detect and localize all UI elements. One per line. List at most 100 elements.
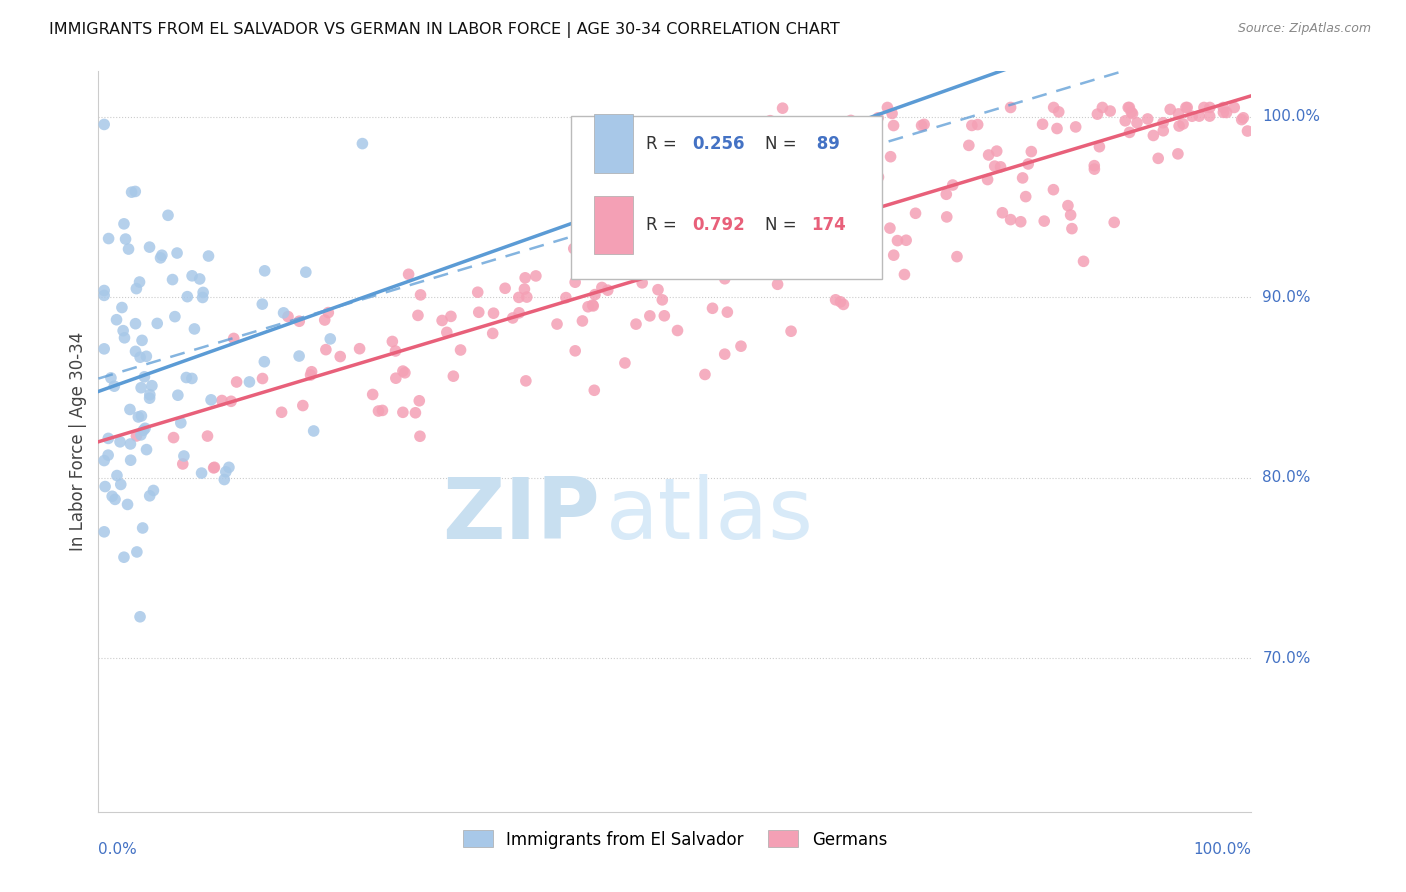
Point [301, 365, 323, 379]
Point [295, 265, 318, 279]
Point [273, 306, 295, 320]
Point [394, 366, 416, 380]
Point [138, 489, 160, 503]
Point [315, 343, 337, 357]
Point [790, 118, 813, 132]
Point [1152, 124, 1174, 138]
Point [367, 404, 389, 418]
Point [876, 100, 898, 114]
Point [329, 350, 352, 364]
Point [508, 290, 530, 304]
Point [703, 244, 725, 259]
Point [720, 187, 742, 202]
Point [215, 465, 238, 479]
Point [991, 206, 1014, 220]
Point [183, 322, 205, 336]
Point [886, 234, 908, 248]
Point [1192, 100, 1215, 114]
Point [482, 306, 505, 320]
Point [114, 232, 136, 246]
Point [713, 347, 735, 361]
Point [361, 387, 384, 401]
Point [824, 293, 846, 307]
Point [830, 130, 852, 145]
Point [139, 387, 162, 401]
Point [318, 305, 340, 319]
Point [562, 242, 585, 256]
Point [314, 313, 336, 327]
Point [202, 461, 225, 475]
Point [319, 332, 342, 346]
Point [713, 271, 735, 285]
Point [515, 374, 537, 388]
Point [114, 331, 136, 345]
Text: R =: R = [647, 216, 682, 234]
Point [202, 460, 225, 475]
Point [546, 317, 568, 331]
Point [966, 118, 988, 132]
Point [131, 521, 153, 535]
Point [1230, 112, 1253, 127]
Point [135, 349, 157, 363]
Text: 0.792: 0.792 [692, 216, 745, 234]
Point [176, 290, 198, 304]
Point [117, 498, 139, 512]
Point [101, 489, 124, 503]
Point [761, 168, 783, 182]
Point [481, 326, 503, 341]
Point [371, 403, 394, 417]
Point [162, 272, 184, 286]
Point [651, 293, 673, 307]
FancyBboxPatch shape [595, 114, 633, 173]
Point [1000, 212, 1022, 227]
Text: N =: N = [765, 135, 801, 153]
Point [197, 249, 219, 263]
Point [1114, 113, 1136, 128]
Point [409, 429, 432, 443]
Point [97, 448, 120, 462]
Point [983, 159, 1005, 173]
Point [1099, 103, 1122, 118]
Point [181, 268, 204, 283]
Point [730, 339, 752, 353]
Point [879, 150, 901, 164]
Point [1147, 152, 1170, 166]
Point [772, 101, 794, 115]
Point [613, 356, 636, 370]
Point [647, 283, 669, 297]
Point [132, 423, 155, 437]
Text: N =: N = [765, 216, 801, 234]
Text: 100.0%: 100.0% [1263, 109, 1320, 124]
Point [893, 268, 915, 282]
Point [105, 468, 128, 483]
Point [839, 113, 862, 128]
Point [894, 233, 917, 247]
Point [846, 237, 869, 252]
Point [149, 251, 172, 265]
Point [222, 331, 245, 345]
Point [830, 294, 852, 309]
Point [1088, 139, 1111, 153]
Point [120, 437, 142, 451]
Point [1215, 105, 1237, 120]
Point [352, 136, 374, 151]
Point [299, 368, 322, 382]
Point [225, 375, 247, 389]
Point [883, 248, 905, 262]
Point [1046, 121, 1069, 136]
Point [1126, 116, 1149, 130]
Point [1118, 125, 1140, 139]
Point [935, 210, 957, 224]
Point [197, 429, 219, 443]
Point [513, 282, 536, 296]
Point [516, 290, 538, 304]
Point [817, 118, 839, 132]
Point [441, 369, 464, 384]
Point [104, 492, 127, 507]
Point [288, 349, 311, 363]
Point [1083, 159, 1105, 173]
Point [100, 371, 122, 385]
Point [977, 148, 1000, 162]
Point [879, 221, 901, 235]
Point [440, 310, 463, 324]
